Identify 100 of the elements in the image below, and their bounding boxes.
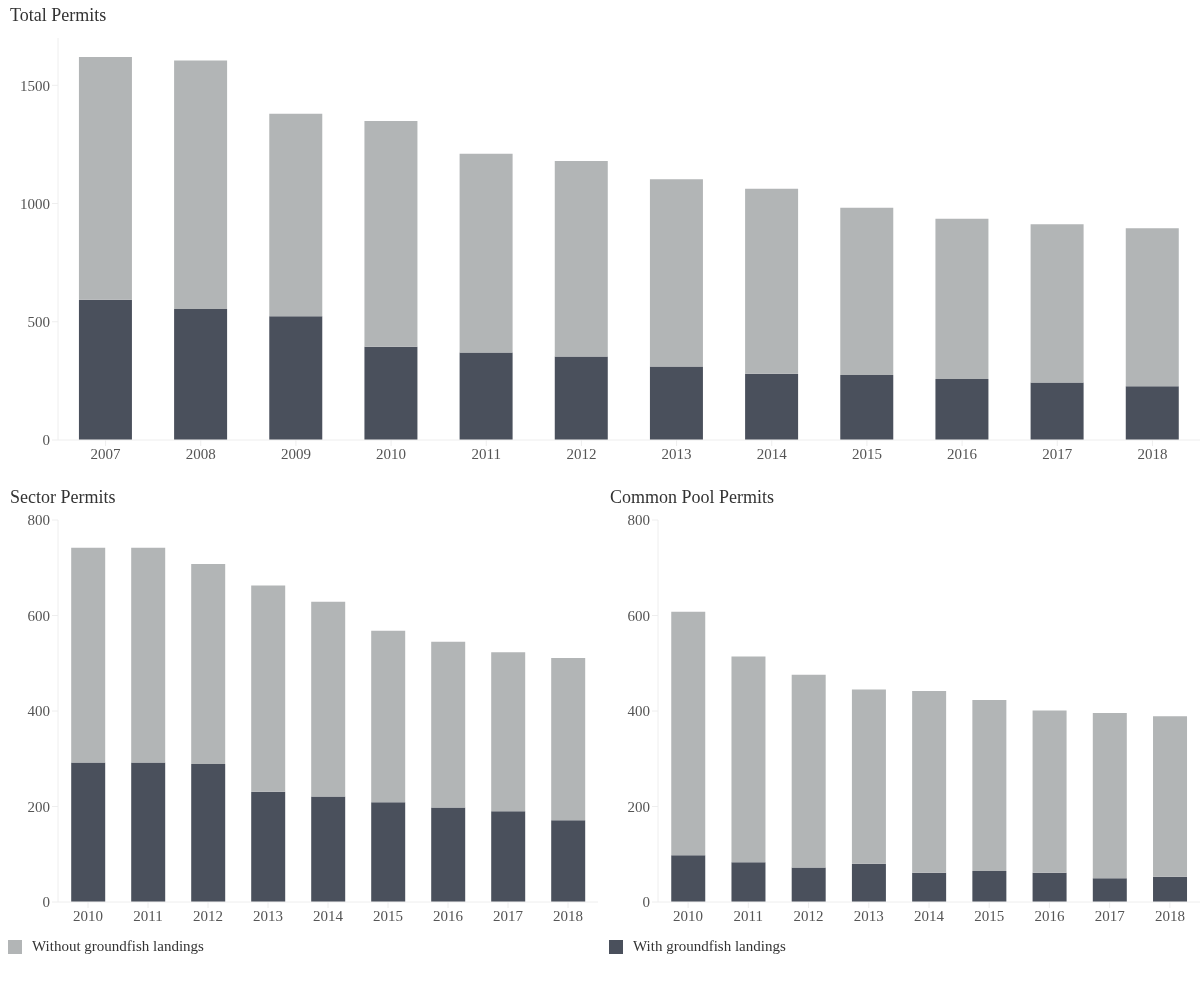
bar	[131, 547, 166, 763]
x-tick-label: 2013	[661, 445, 692, 462]
bar	[491, 811, 526, 902]
x-tick-label: 2016	[433, 907, 464, 924]
bar	[174, 309, 228, 440]
y-tick-label: 1000	[20, 195, 50, 212]
x-tick-label: 2012	[193, 907, 223, 924]
y-tick-label: 800	[627, 512, 650, 529]
bar	[671, 855, 706, 902]
bar	[972, 700, 1007, 871]
bar	[551, 820, 586, 902]
bar	[791, 867, 826, 902]
y-tick-label: 0	[42, 432, 50, 449]
bar	[1030, 382, 1084, 440]
bar	[251, 791, 286, 902]
x-tick-label: 2018	[1137, 445, 1168, 462]
bar	[191, 764, 226, 902]
x-tick-label: 2010	[73, 907, 103, 924]
bar	[459, 352, 513, 440]
bar	[851, 863, 886, 902]
y-tick-label: 0	[642, 894, 650, 911]
chart-title: Total Permits	[9, 4, 108, 27]
bar	[1092, 712, 1127, 879]
bar	[551, 658, 586, 821]
bar	[431, 807, 466, 902]
y-tick-label: 400	[27, 703, 50, 720]
bar	[840, 374, 894, 440]
bar	[251, 585, 286, 792]
y-tick-label: 800	[27, 512, 50, 529]
x-tick-label: 2012	[793, 907, 824, 924]
bar	[1125, 228, 1179, 387]
y-tick-label: 200	[627, 798, 650, 815]
x-tick-label: 2014	[313, 907, 344, 924]
bar	[71, 762, 106, 902]
bar	[491, 652, 526, 812]
bar	[745, 373, 799, 440]
bar	[269, 316, 323, 440]
bar	[311, 601, 346, 797]
y-tick-label: 1500	[20, 77, 50, 94]
bar	[364, 346, 418, 440]
y-tick-label: 600	[27, 607, 50, 624]
x-tick-label: 2007	[90, 445, 122, 462]
bar	[269, 113, 323, 317]
x-tick-label: 2010	[673, 907, 704, 924]
bar	[671, 611, 706, 856]
bar	[1030, 224, 1084, 383]
bar	[554, 160, 608, 357]
bar	[174, 60, 228, 309]
bar	[791, 674, 826, 868]
bar	[1032, 872, 1067, 902]
bar	[1092, 878, 1127, 902]
y-tick-label: 200	[27, 798, 50, 815]
x-tick-label: 2015	[373, 907, 403, 924]
bar	[649, 179, 703, 367]
bar	[311, 796, 346, 902]
x-tick-label: 2011	[733, 907, 764, 924]
x-tick-label: 2015	[974, 907, 1005, 924]
bar	[459, 153, 513, 353]
x-tick-label: 2016	[1034, 907, 1065, 924]
bar	[972, 870, 1007, 902]
bar	[1032, 710, 1067, 873]
chart-title: Common Pool Permits	[609, 486, 776, 509]
bar	[364, 121, 418, 347]
bar	[431, 641, 466, 808]
x-tick-label: 2014	[914, 907, 945, 924]
x-tick-label: 2013	[853, 907, 884, 924]
bar	[191, 563, 226, 764]
bar	[371, 802, 406, 902]
y-tick-label: 400	[627, 703, 650, 720]
bar	[745, 188, 799, 374]
bar	[731, 656, 766, 863]
y-tick-label: 0	[42, 894, 50, 911]
x-tick-label: 2008	[185, 445, 216, 462]
legend-label: Without groundfish landings	[32, 938, 204, 955]
bar	[935, 218, 989, 379]
bar	[851, 689, 886, 864]
x-tick-label: 2018	[1154, 907, 1185, 924]
bar	[371, 630, 406, 803]
x-tick-label: 2015	[851, 445, 882, 462]
bar	[649, 366, 703, 440]
x-tick-label: 2017	[493, 907, 524, 924]
bar	[78, 299, 132, 440]
y-tick-label: 600	[627, 607, 650, 624]
y-tick-label: 500	[27, 314, 50, 331]
x-tick-label: 2009	[280, 445, 311, 462]
x-tick-label: 2010	[376, 445, 407, 462]
bar	[71, 547, 106, 763]
chart-title: Sector Permits	[9, 486, 117, 509]
x-tick-label: 2013	[253, 907, 283, 924]
x-tick-label: 2011	[133, 907, 163, 924]
x-tick-label: 2017	[1042, 445, 1073, 462]
bar	[1153, 876, 1188, 902]
bar	[1125, 386, 1179, 440]
bar	[554, 356, 608, 440]
x-tick-label: 2018	[553, 907, 583, 924]
bar	[840, 207, 894, 375]
bar	[935, 378, 989, 440]
bar	[78, 56, 132, 300]
legend-label: With groundfish landings	[633, 938, 786, 955]
bar	[731, 862, 766, 902]
